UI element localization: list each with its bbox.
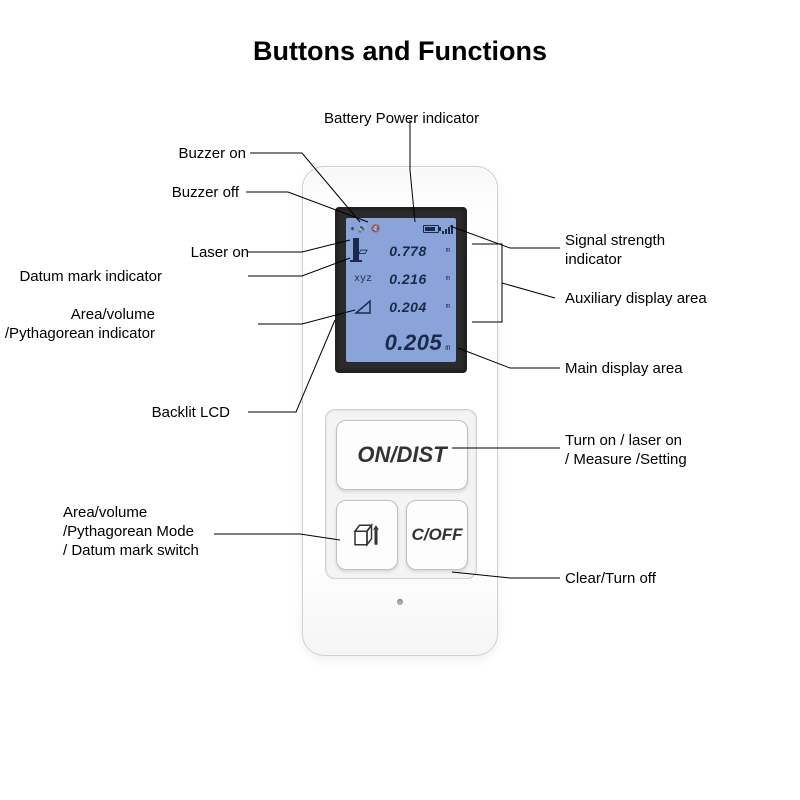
callout-label: Backlit LCD <box>0 404 230 423</box>
aux-row-2: xyz 0.216 m <box>352 268 450 290</box>
buzzer-on-icon: 🔊 <box>358 224 368 234</box>
backlit-lcd: ✶ 🔊 🔇 ▱ 0.778 m xyz 0.216 m <box>346 218 456 362</box>
aux-unit-2: m <box>442 275 450 283</box>
laser-on-icon: ✶ <box>350 224 355 234</box>
indicator-led <box>397 599 403 605</box>
callout-label: Laser on <box>0 244 249 263</box>
lcd-frame: ✶ 🔊 🔇 ▱ 0.778 m xyz 0.216 m <box>335 207 467 373</box>
callout-label: Area/volume /Pythagorean indicator <box>0 306 155 344</box>
aux-row-3: 0.204 m <box>352 296 450 318</box>
page-title: Buttons and Functions <box>0 36 800 67</box>
aux-unit-3: m <box>442 303 450 311</box>
callout-label: Main display area <box>565 360 683 379</box>
main-value: 0.205 <box>385 330 443 356</box>
aux-value-3: 0.204 <box>389 299 427 315</box>
clear-off-button[interactable]: C/OFF <box>406 500 468 570</box>
lcd-status-bar: ✶ 🔊 🔇 <box>350 222 452 236</box>
callout-label: Area/volume /Pythagorean Mode / Datum ma… <box>63 504 199 560</box>
battery-icon <box>423 225 439 233</box>
callout-label: Auxiliary display area <box>565 290 707 309</box>
aux-value-2: 0.216 <box>389 271 427 287</box>
callout-label: Datum mark indicator <box>0 268 162 287</box>
callout-label: Signal strength indicator <box>565 232 665 270</box>
aux-unit-1: m <box>442 247 450 255</box>
buzzer-off-icon: 🔇 <box>371 224 381 234</box>
callout-label: Clear/Turn off <box>565 570 656 589</box>
aux-row-1: ▱ 0.778 m <box>352 240 450 262</box>
device-body: ✶ 🔊 🔇 ▱ 0.778 m xyz 0.216 m <box>302 166 498 656</box>
callout-label: Buzzer off <box>0 184 239 203</box>
callout-label: Buzzer on <box>0 145 246 164</box>
volume-icon: xyz <box>352 269 374 289</box>
callout-label: Battery Power indicator <box>324 110 479 129</box>
cube-icon <box>352 522 382 548</box>
button-panel: ON/DIST C/OFF <box>325 409 477 579</box>
pythagorean-icon <box>352 297 374 317</box>
on-dist-button[interactable]: ON/DIST <box>336 420 468 490</box>
on-dist-label: ON/DIST <box>357 442 446 468</box>
main-display-row: 0.205 m <box>352 326 450 356</box>
main-unit: m <box>445 344 450 353</box>
callout-label: Turn on / laser on / Measure /Setting <box>565 432 687 470</box>
aux-value-1: 0.778 <box>389 243 427 259</box>
area-icon: ▱ <box>352 241 374 261</box>
coff-label: C/OFF <box>412 525 463 545</box>
signal-strength-icon <box>442 225 452 234</box>
mode-button[interactable] <box>336 500 398 570</box>
